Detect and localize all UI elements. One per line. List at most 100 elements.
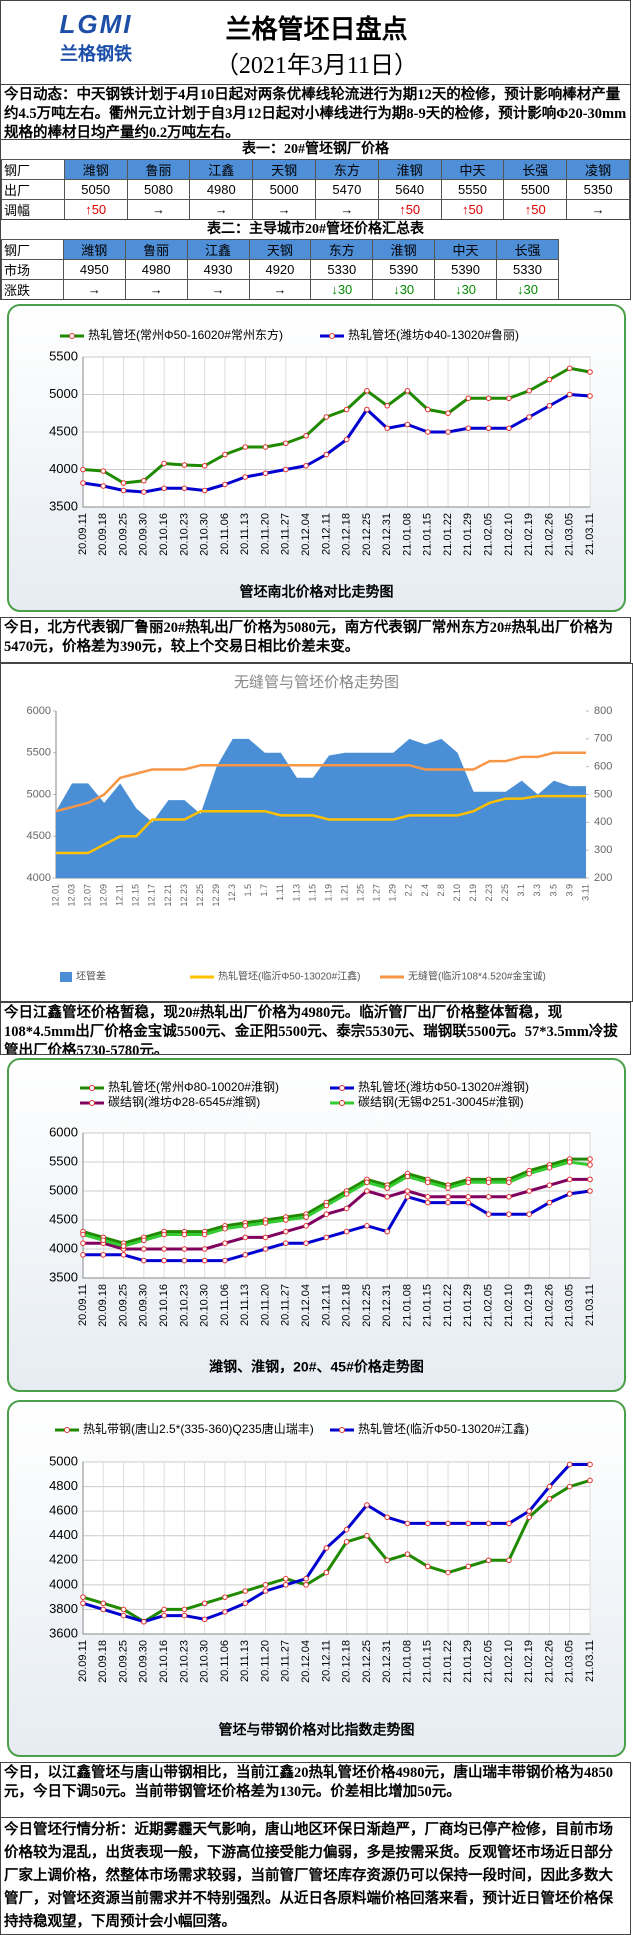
marker [161, 1606, 167, 1613]
marker [242, 1600, 249, 1607]
marker [323, 1211, 330, 1217]
marker [283, 1582, 289, 1588]
table-row: 出厂 5050 5080 4980 5000 5470 5640 5550 5500 5350 [1, 179, 630, 200]
x-tick-label: 21.01.08 [401, 1284, 413, 1327]
table-cell: ↑50 [440, 199, 505, 219]
x-tick-label: 21.02.19 [523, 1640, 535, 1683]
y-tick-label: 4000 [49, 461, 78, 476]
plot-area [82, 1132, 591, 1279]
x-tick-label: 21.01.22 [442, 1640, 454, 1683]
x-tick-label: 20.09.11 [77, 1284, 89, 1326]
marker [546, 1165, 553, 1171]
marker [242, 1234, 249, 1241]
x-tick-label: 20.12.18 [341, 513, 353, 556]
x-tick-label: 20.11.13 [239, 1640, 251, 1682]
x-tick-label: 20.09.25 [117, 1284, 129, 1327]
marker [141, 489, 147, 495]
legend-marker [339, 1100, 345, 1106]
y-tick-label: 4500 [27, 830, 51, 842]
x-tick-label: 20.09.30 [138, 513, 150, 556]
marker [80, 466, 86, 473]
marker [424, 1199, 431, 1206]
x-tick-label: 21.01.08 [401, 1640, 413, 1683]
marker [80, 480, 86, 486]
marker [303, 1582, 309, 1588]
x-tick-label: 20.12.04 [300, 513, 312, 556]
marker [283, 1217, 289, 1223]
marker [485, 425, 492, 432]
y2-tick-label: 300 [594, 844, 612, 856]
marker [506, 425, 512, 432]
table-cell: ↑50 [63, 199, 128, 219]
table-cell: 潍钢 [63, 159, 128, 180]
marker [546, 1182, 553, 1188]
marker [242, 1252, 249, 1258]
table-cell: 长强 [503, 159, 568, 180]
marker [262, 1234, 269, 1241]
marker [141, 1618, 147, 1625]
x-tick-label: 2.8 [436, 884, 446, 897]
marker [141, 1237, 147, 1244]
table-cell: ↓30 [310, 279, 374, 299]
marker [262, 444, 269, 450]
x-tick-label: 20.12.25 [361, 513, 373, 556]
x-tick-label: 21.01.22 [442, 513, 454, 556]
chart-3: 潍钢、淮钢，20#、45#价格走势图 3500 4000 4500 5000 5500 60… [7, 1058, 626, 1392]
area [56, 738, 586, 878]
marker [323, 451, 330, 458]
x-tick-label: 1.25 [356, 884, 366, 902]
marker [526, 1188, 532, 1194]
marker [566, 391, 573, 398]
marker [485, 395, 492, 402]
marker [587, 1461, 593, 1468]
y-tick-label: 4500 [49, 423, 78, 438]
x-tick-label: 12.25 [195, 884, 205, 907]
x-tick-label: 20.12.18 [341, 1640, 353, 1683]
marker [445, 429, 451, 435]
x-tick-label: 20.09.18 [97, 1640, 109, 1683]
y-tick-label: 5000 [49, 386, 78, 401]
x-tick-label: 21.02.10 [503, 1284, 515, 1327]
marker [141, 1246, 147, 1252]
marker [485, 1194, 492, 1200]
marker [100, 1600, 107, 1607]
y2-tick-label: 400 [594, 816, 612, 828]
marker [343, 1205, 350, 1212]
legend-label: 热轧管坯(潍坊Φ40-13020#鲁丽) [348, 327, 519, 342]
marker [465, 425, 472, 432]
table-cell: → [252, 199, 316, 219]
table: 钢厂 潍钢 鲁丽 江鑫 天钢 东方 淮钢 中天 长强 市场 4950 4980 4930 4920 5330… [1, 239, 559, 299]
table-cell: 涨跌 [1, 279, 64, 299]
x-tick-label: 20.12.18 [341, 1284, 353, 1327]
table-cell: ↑50 [503, 199, 568, 219]
marker [404, 1520, 411, 1527]
table-cell: 5640 [377, 179, 442, 200]
marker [364, 387, 370, 394]
marker [262, 1588, 269, 1594]
legend-marker [64, 1427, 70, 1433]
y-tick-label: 4400 [49, 1527, 78, 1542]
marker [546, 402, 553, 409]
chart-title: 管坯与带钢价格对比指数走势图 [219, 1722, 415, 1738]
x-tick-label: 12.11 [115, 884, 125, 906]
x-tick-label: 21.02.10 [503, 513, 515, 556]
marker [384, 1185, 391, 1191]
marker [323, 1202, 330, 1209]
table-cell: 江鑫 [189, 159, 254, 180]
marker [506, 1211, 512, 1217]
marker [303, 432, 309, 439]
marker [283, 1240, 289, 1246]
table-cell: 5470 [314, 179, 379, 200]
chart-title: 无缝管与管坯价格走势图 [234, 674, 399, 691]
table-cell: 凌钢 [566, 159, 630, 180]
marker [404, 1551, 411, 1557]
x-tick-label: 21.01.15 [422, 1284, 434, 1327]
marker [181, 1231, 188, 1238]
marker [404, 1194, 411, 1200]
table-cell: 鲁丽 [126, 159, 191, 180]
marker [303, 1223, 309, 1229]
x-tick-label: 21.02.05 [483, 1284, 495, 1327]
x-tick-label: 20.09.11 [77, 513, 89, 555]
x-tick-label: 21.02.10 [503, 1640, 515, 1683]
marker [100, 1237, 107, 1244]
